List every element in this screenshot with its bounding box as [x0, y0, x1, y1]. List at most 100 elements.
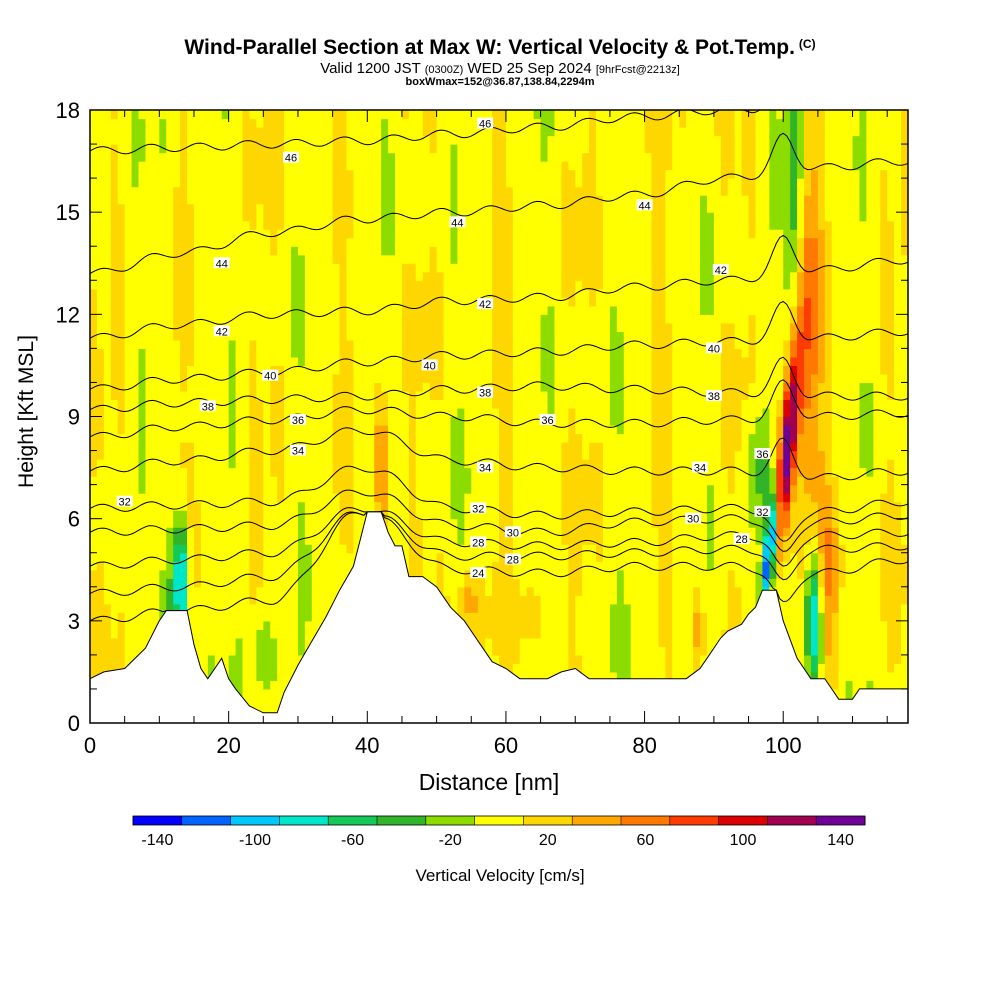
velocity-cell [360, 152, 368, 162]
velocity-cell [193, 288, 202, 298]
velocity-cell [297, 518, 306, 528]
velocity-cell [256, 663, 264, 673]
velocity-cell [464, 425, 472, 435]
velocity-cell [304, 484, 313, 494]
velocity-cell [242, 612, 251, 622]
velocity-cell [540, 425, 549, 435]
velocity-cell [193, 203, 202, 213]
velocity-cell [325, 212, 334, 222]
velocity-cell [117, 297, 126, 307]
velocity-cell [554, 442, 562, 452]
velocity-cell [429, 246, 438, 256]
velocity-cell [381, 127, 389, 137]
velocity-cell [408, 459, 417, 469]
velocity-cell [443, 365, 452, 375]
velocity-cell [415, 169, 424, 179]
velocity-cell [499, 305, 507, 315]
velocity-cell [443, 220, 452, 230]
velocity-cell [311, 561, 320, 571]
velocity-cell [256, 195, 264, 205]
velocity-cell [401, 186, 410, 196]
velocity-cell [311, 110, 320, 120]
velocity-cell [422, 169, 431, 179]
velocity-cell [374, 484, 382, 494]
velocity-cell [395, 144, 403, 154]
velocity-cell [131, 348, 140, 358]
velocity-cell [304, 263, 313, 273]
velocity-cell [547, 212, 556, 222]
velocity-cell [221, 425, 230, 435]
velocity-cell [159, 348, 167, 358]
velocity-cell [408, 569, 417, 579]
velocity-cell [311, 254, 320, 264]
velocity-cell [138, 229, 147, 239]
velocity-cell [492, 220, 500, 230]
velocity-cell [242, 390, 251, 401]
velocity-cell [443, 118, 452, 128]
velocity-cell [429, 510, 438, 520]
velocity-cell [429, 271, 438, 281]
velocity-cell [304, 305, 313, 315]
velocity-cell [152, 612, 160, 622]
velocity-cell [235, 110, 244, 120]
velocity-cell [277, 348, 285, 358]
velocity-cell [110, 271, 119, 281]
velocity-cell [346, 365, 355, 375]
velocity-cell [540, 339, 549, 349]
velocity-cell [110, 612, 119, 622]
velocity-cell [249, 144, 257, 154]
velocity-cell [180, 544, 188, 554]
velocity-cell [270, 663, 278, 673]
velocity-cell [492, 578, 500, 588]
velocity-cell [256, 569, 264, 579]
velocity-cell [270, 535, 278, 545]
velocity-cell [499, 365, 507, 375]
velocity-cell [415, 186, 424, 196]
velocity-cell [180, 373, 188, 384]
velocity-cell [561, 646, 569, 656]
velocity-cell [263, 561, 271, 571]
velocity-cell [381, 382, 389, 392]
velocity-cell [353, 263, 361, 273]
velocity-cell [443, 425, 452, 435]
velocity-cell [388, 135, 396, 145]
velocity-cell [478, 356, 486, 367]
velocity-cell [492, 297, 500, 307]
velocity-cell [214, 595, 223, 605]
velocity-cell [554, 356, 562, 367]
velocity-cell [492, 416, 500, 426]
velocity-cell [110, 127, 119, 137]
velocity-cell [464, 518, 472, 528]
velocity-cell [533, 629, 542, 639]
velocity-cell [332, 229, 341, 239]
velocity-cell [353, 484, 361, 494]
velocity-cell [131, 305, 140, 315]
velocity-cell [131, 195, 140, 205]
velocity-cell [207, 118, 216, 128]
velocity-cell [152, 399, 160, 409]
velocity-cell [249, 407, 257, 418]
velocity-cell [381, 288, 389, 298]
velocity-cell [554, 305, 562, 315]
velocity-cell [90, 416, 98, 426]
velocity-cell [270, 254, 278, 264]
velocity-cell [152, 459, 160, 469]
velocity-cell [242, 518, 251, 528]
velocity-cell [443, 254, 452, 264]
velocity-cell [249, 629, 257, 639]
velocity-cell [519, 544, 528, 554]
velocity-cell [152, 527, 160, 537]
velocity-cell [297, 203, 306, 213]
velocity-cell [159, 484, 167, 494]
velocity-cell [166, 501, 174, 511]
velocity-cell [166, 135, 174, 145]
velocity-cell [499, 442, 507, 452]
velocity-cell [284, 118, 292, 128]
velocity-cell [554, 365, 562, 375]
velocity-cell [526, 569, 535, 579]
velocity-cell [457, 544, 465, 554]
velocity-cell [554, 510, 562, 520]
velocity-cell [512, 510, 521, 520]
velocity-cell [450, 561, 458, 571]
